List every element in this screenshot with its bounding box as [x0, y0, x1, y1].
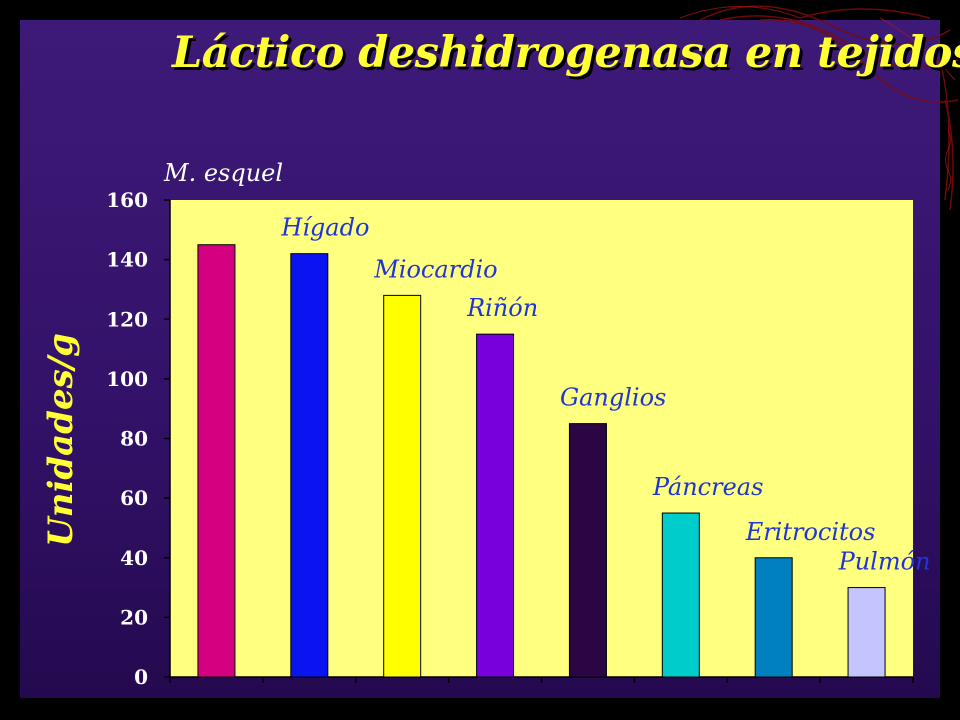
y-tick-label: 60	[120, 486, 148, 510]
y-tick-label: 160	[106, 188, 148, 212]
bar	[197, 244, 236, 678]
y-tick-label: 140	[106, 248, 148, 272]
bar	[754, 557, 793, 678]
bar	[847, 587, 886, 678]
y-tick-label: 0	[134, 665, 148, 689]
bar	[383, 294, 422, 678]
category-label: Páncreas	[652, 473, 764, 501]
bar	[290, 253, 329, 678]
y-tick-label: 100	[106, 367, 148, 391]
y-tick-label: 40	[120, 546, 148, 570]
category-label: Pulmón	[838, 548, 931, 576]
category-label: Miocardio	[373, 255, 497, 283]
category-label: Riñón	[466, 294, 538, 322]
bar	[661, 512, 700, 678]
category-label: M. esquel	[163, 159, 283, 187]
y-tick-label: 120	[106, 307, 148, 331]
y-tick-label: 80	[120, 427, 148, 451]
y-tick-label: 20	[120, 605, 148, 629]
category-label: Eritrocitos	[745, 518, 876, 546]
category-label: Hígado	[280, 214, 369, 242]
plot-area	[170, 200, 913, 677]
bar	[568, 423, 607, 678]
bar	[476, 333, 515, 678]
y-axis-title: Unidades/g	[41, 333, 81, 547]
chart-title: Láctico deshidrogenasa en tejidos	[172, 28, 960, 78]
category-label: Ganglios	[560, 384, 666, 412]
